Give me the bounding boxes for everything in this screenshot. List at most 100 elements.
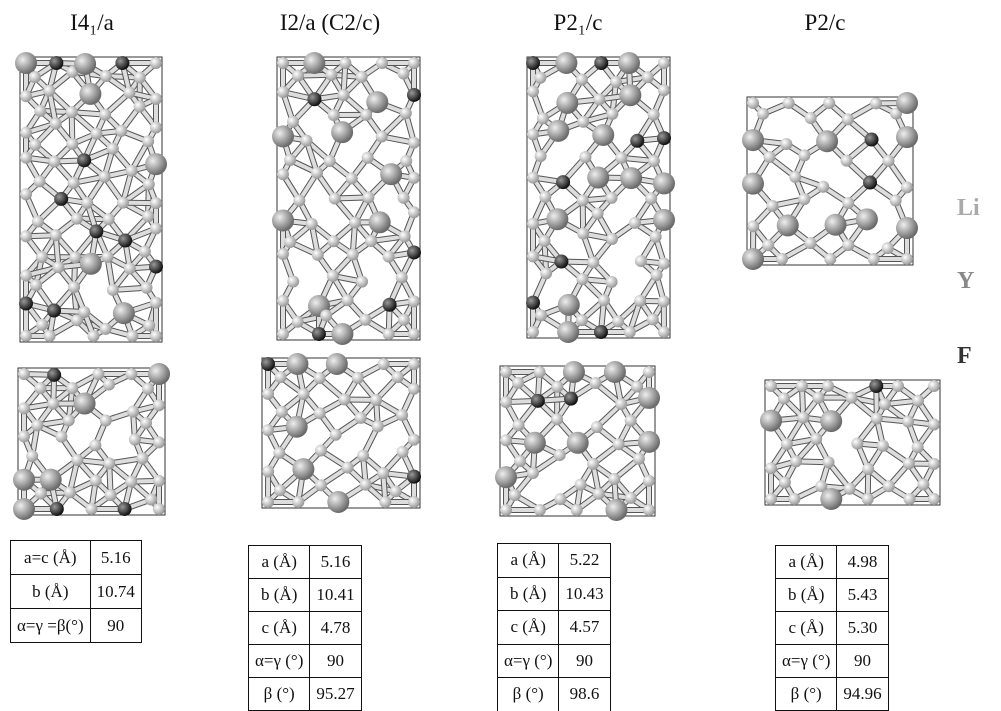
- atom: [34, 175, 46, 187]
- atom: [592, 124, 614, 146]
- parameter-name: α=γ (°): [249, 645, 310, 678]
- atom: [764, 151, 776, 163]
- atom: [126, 330, 138, 342]
- atom: [645, 192, 657, 204]
- atom: [524, 432, 546, 454]
- atom: [650, 269, 662, 281]
- atom: [13, 469, 35, 491]
- atom: [594, 56, 608, 70]
- crystal-structure: [760, 379, 940, 510]
- parameter-value: 94.96: [837, 678, 888, 711]
- atom: [74, 53, 96, 75]
- atom: [757, 108, 769, 120]
- atom: [796, 380, 808, 392]
- atom: [629, 217, 641, 229]
- atom: [408, 57, 420, 69]
- atom: [896, 126, 918, 148]
- atom: [396, 409, 408, 421]
- atom: [780, 138, 792, 150]
- atom: [292, 70, 304, 82]
- atom: [825, 214, 847, 236]
- atom: [551, 413, 563, 425]
- figure: I4₁/aa=c (Å)5.16b (Å)10.74α=γ =β(°)90I2/…: [0, 0, 1001, 711]
- atom: [408, 328, 420, 340]
- atom: [658, 295, 670, 307]
- atom: [150, 297, 162, 309]
- atom: [36, 251, 48, 263]
- atom: [32, 216, 44, 228]
- atom: [557, 321, 579, 343]
- atom: [85, 503, 97, 515]
- atom: [320, 310, 332, 322]
- parameter-name: b (Å): [776, 579, 837, 612]
- atom: [88, 330, 100, 342]
- atom: [527, 128, 539, 140]
- atom: [539, 191, 551, 203]
- atom: [81, 197, 93, 209]
- atom: [593, 93, 605, 105]
- parameter-name: a=c (Å): [11, 541, 91, 575]
- parameter-value: 90: [837, 645, 888, 678]
- atom: [901, 181, 913, 193]
- atom: [527, 250, 539, 262]
- atom: [742, 248, 764, 270]
- atom: [153, 475, 165, 487]
- atom: [408, 496, 420, 508]
- table-row: β (°)98.6: [498, 678, 611, 711]
- table-row: α=γ (°)90: [249, 645, 362, 678]
- atom: [842, 113, 854, 125]
- atom: [50, 502, 64, 516]
- atom: [547, 120, 569, 142]
- parameter-value: 5.30: [837, 612, 888, 645]
- legend-label: Y: [957, 268, 974, 295]
- atom: [527, 171, 539, 183]
- atom: [71, 454, 83, 466]
- atom: [20, 330, 32, 342]
- atom: [500, 396, 512, 408]
- atom: [812, 392, 824, 404]
- atom: [500, 366, 512, 378]
- parameter-value: 5.16: [310, 546, 361, 579]
- atom: [284, 154, 296, 166]
- atom: [150, 93, 162, 105]
- atom: [781, 438, 793, 450]
- atom: [624, 326, 636, 338]
- atom: [52, 261, 64, 273]
- atom: [134, 72, 146, 84]
- atom: [69, 251, 81, 263]
- atom: [362, 191, 374, 203]
- atom: [500, 504, 512, 516]
- atom: [366, 91, 388, 113]
- atom: [798, 193, 810, 205]
- atom: [330, 429, 342, 441]
- atom: [262, 496, 274, 508]
- parameter-name: c (Å): [249, 612, 310, 645]
- atom: [776, 253, 788, 265]
- atom: [625, 492, 637, 504]
- parameter-value: 90: [90, 609, 141, 643]
- atom: [15, 52, 37, 74]
- atom: [47, 304, 61, 318]
- atom: [564, 392, 578, 406]
- atom: [851, 437, 863, 449]
- atom: [277, 57, 289, 69]
- atom: [846, 392, 858, 404]
- atom: [928, 380, 940, 392]
- atom: [149, 260, 163, 274]
- table-row: c (Å)5.30: [776, 612, 889, 645]
- atom: [804, 237, 816, 249]
- atom: [48, 156, 60, 168]
- atom: [643, 366, 655, 378]
- atom: [300, 135, 312, 147]
- atom: [742, 173, 764, 195]
- atom: [20, 90, 32, 102]
- atom: [370, 394, 382, 406]
- atom: [762, 239, 774, 251]
- atom: [275, 371, 287, 383]
- atom: [865, 133, 879, 147]
- atom: [630, 134, 644, 148]
- atom: [747, 220, 759, 232]
- atom: [399, 230, 411, 242]
- parameter-name: β (°): [776, 678, 837, 711]
- atom: [377, 467, 389, 479]
